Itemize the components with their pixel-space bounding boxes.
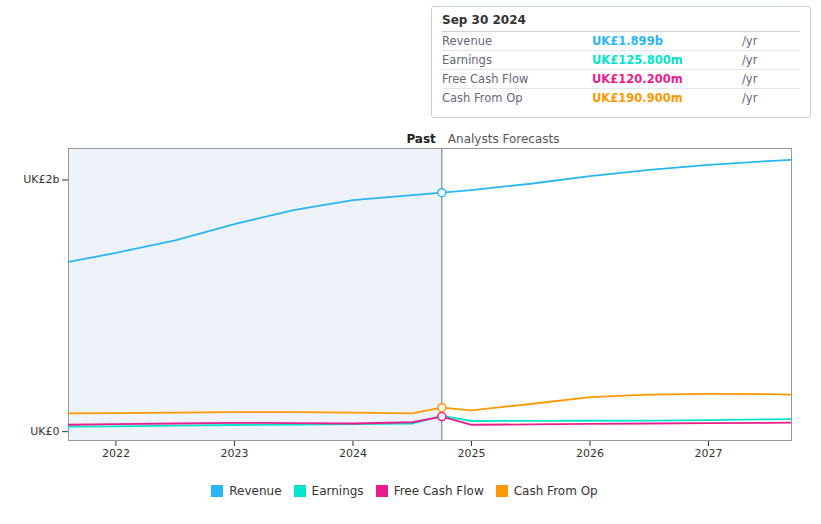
svg-text:2026: 2026 [576, 447, 604, 460]
html-text:/yr: /yr [742, 53, 758, 67]
svg-text:2024: 2024 [339, 447, 367, 460]
html-text:UK£1.899b: UK£1.899b [592, 34, 663, 48]
html-text:Revenue: Revenue [442, 34, 493, 48]
html-text:/yr: /yr [742, 91, 758, 105]
svg-text:2025: 2025 [457, 447, 485, 460]
html-text:Cash From Op: Cash From Op [513, 483, 598, 498]
html-text:UK£125.800m: UK£125.800m [592, 53, 683, 67]
svg-text:UK£2b: UK£2b [23, 173, 59, 186]
html-text:/yr: /yr [742, 34, 758, 48]
html-text:Revenue: Revenue [229, 483, 282, 498]
svg-text:Past: Past [406, 132, 436, 146]
html-text:UK£190.900m: UK£190.900m [592, 91, 683, 105]
svg-text:2023: 2023 [220, 447, 248, 460]
html-text:Cash From Op: Cash From Op [442, 91, 523, 105]
html-text:Earnings: Earnings [442, 53, 492, 67]
svg-text:2022: 2022 [102, 447, 130, 460]
html-text:Free Cash Flow: Free Cash Flow [442, 72, 529, 86]
svg-text:2027: 2027 [695, 447, 723, 460]
html-text:Sep 30 2024: Sep 30 2024 [442, 13, 526, 27]
svg-text:UK£0: UK£0 [30, 425, 59, 438]
html-text:UK£120.200m: UK£120.200m [592, 72, 683, 86]
svg-text:Analysts Forecasts: Analysts Forecasts [448, 132, 560, 146]
html-text:/yr: /yr [742, 72, 758, 86]
html-text:Earnings: Earnings [311, 483, 364, 498]
html-text:Free Cash Flow: Free Cash Flow [393, 483, 484, 498]
